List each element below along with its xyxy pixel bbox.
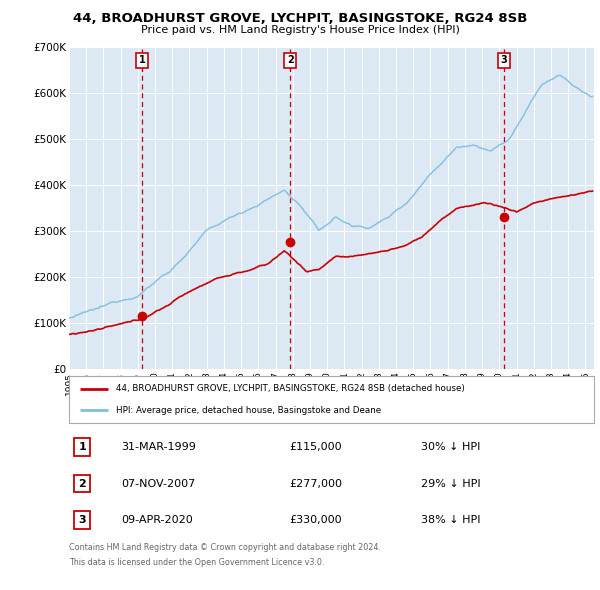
Text: £330,000: £330,000 <box>290 515 342 525</box>
Text: 44, BROADHURST GROVE, LYCHPIT, BASINGSTOKE, RG24 8SB: 44, BROADHURST GROVE, LYCHPIT, BASINGSTO… <box>73 12 527 25</box>
Text: 38% ↓ HPI: 38% ↓ HPI <box>421 515 480 525</box>
Text: 07-NOV-2007: 07-NOV-2007 <box>121 478 196 489</box>
Text: Contains HM Land Registry data © Crown copyright and database right 2024.: Contains HM Land Registry data © Crown c… <box>69 543 381 552</box>
Text: 1: 1 <box>139 55 146 65</box>
Text: 29% ↓ HPI: 29% ↓ HPI <box>421 478 481 489</box>
Text: 09-APR-2020: 09-APR-2020 <box>121 515 193 525</box>
Text: 1: 1 <box>78 442 86 452</box>
Text: 31-MAR-1999: 31-MAR-1999 <box>121 442 196 452</box>
Text: HPI: Average price, detached house, Basingstoke and Deane: HPI: Average price, detached house, Basi… <box>116 406 382 415</box>
Text: 30% ↓ HPI: 30% ↓ HPI <box>421 442 480 452</box>
Text: 2: 2 <box>78 478 86 489</box>
Text: £277,000: £277,000 <box>290 478 343 489</box>
Text: 2: 2 <box>287 55 293 65</box>
Text: Price paid vs. HM Land Registry's House Price Index (HPI): Price paid vs. HM Land Registry's House … <box>140 25 460 35</box>
Text: 3: 3 <box>500 55 508 65</box>
Text: 3: 3 <box>79 515 86 525</box>
Text: 44, BROADHURST GROVE, LYCHPIT, BASINGSTOKE, RG24 8SB (detached house): 44, BROADHURST GROVE, LYCHPIT, BASINGSTO… <box>116 384 465 393</box>
Text: This data is licensed under the Open Government Licence v3.0.: This data is licensed under the Open Gov… <box>69 558 325 566</box>
Text: £115,000: £115,000 <box>290 442 342 452</box>
